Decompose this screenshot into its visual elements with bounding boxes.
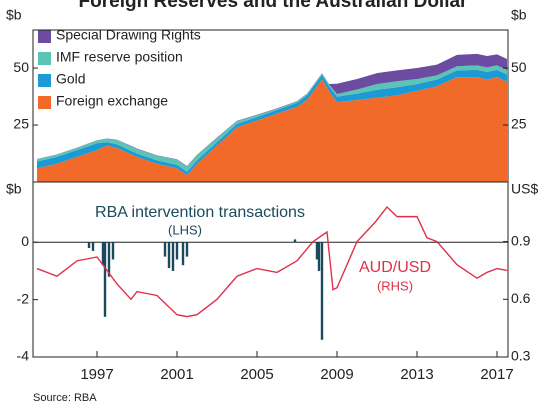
bar [167, 242, 171, 269]
y2-tick-label: 50 [511, 59, 527, 75]
bar [87, 242, 91, 248]
x-tick-label: 2009 [320, 366, 353, 383]
y2-tick-label: 0.9 [511, 232, 531, 248]
y-unit: $b [6, 7, 22, 23]
legend-label: Foreign exchange [56, 93, 168, 109]
legend-swatch [38, 74, 51, 87]
bar [163, 242, 167, 257]
bar [181, 242, 185, 266]
bar [91, 242, 95, 251]
bar [103, 242, 107, 317]
y-tick-label: 25 [13, 116, 29, 132]
source: Source: RBA [33, 392, 97, 404]
legend-swatch [38, 52, 51, 65]
x-tick-label: 2005 [240, 366, 273, 383]
bar [101, 242, 105, 266]
y-tick-label: -2 [17, 290, 30, 306]
bar [185, 242, 189, 257]
bar [175, 242, 179, 260]
y-tick-label: 50 [13, 59, 29, 75]
y2-unit: $b [511, 7, 527, 23]
plot-frame [32, 181, 509, 358]
y2-tick-label: 25 [511, 116, 527, 132]
x-tick-label: 2017 [480, 366, 513, 383]
annotation: AUD/USD [359, 259, 431, 276]
bar [111, 242, 115, 260]
y-tick-label: 0 [21, 233, 29, 249]
y-unit: $b [6, 181, 22, 197]
legend-label: Special Drawing Rights [56, 27, 201, 43]
line [36, 205, 508, 318]
y2-tick-label: 0.6 [511, 290, 531, 306]
x-tick-label: 2013 [400, 366, 433, 383]
area [37, 53, 507, 167]
legend-label: Gold [56, 71, 86, 87]
annotation: (LHS) [168, 222, 202, 237]
chart-title: Foreign Reserves and the Australian Doll… [79, 0, 469, 12]
x-tick-label: 1997 [80, 366, 113, 383]
legend-label: IMF reserve position [56, 49, 183, 65]
annotation: (RHS) [377, 278, 413, 293]
area [37, 69, 507, 176]
bar [171, 242, 175, 271]
legend-swatch [38, 30, 51, 43]
y-tick-label: -4 [17, 348, 30, 364]
annotation: RBA intervention transactions [95, 204, 305, 221]
bar [315, 242, 319, 260]
area [37, 77, 507, 182]
bar [293, 239, 297, 243]
bar [320, 242, 324, 340]
y2-unit: US$ [511, 181, 538, 197]
x-tick-label: 2001 [160, 366, 193, 383]
bar [317, 242, 321, 271]
bar [107, 242, 111, 277]
y2-tick-label: 0.3 [511, 348, 531, 364]
legend-swatch [38, 96, 51, 109]
